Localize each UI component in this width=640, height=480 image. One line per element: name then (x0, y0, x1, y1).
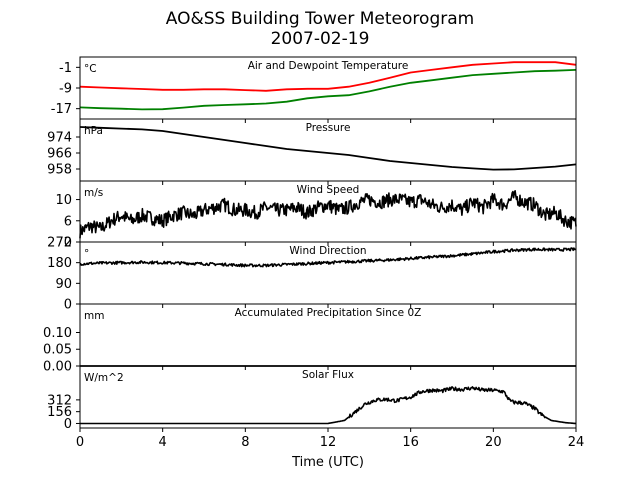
y-tick-label: 958 (47, 163, 72, 178)
x-tick-label: 24 (568, 435, 585, 450)
panel-unit: ° (84, 248, 89, 260)
series-line-3-1 (79, 190, 577, 239)
panel-title: Wind Direction (289, 245, 366, 257)
y-tick-label: 10 (55, 193, 72, 208)
panel-unit: mm (84, 310, 104, 322)
x-tick-label: 20 (485, 435, 502, 450)
panel-1: -1 -9 -17 Air and Dewpoint Temperature °C (51, 56, 577, 123)
y-tick-label: 312 (47, 393, 72, 408)
panel-title: Accumulated Precipitation Since 0Z (235, 307, 422, 319)
panels: -1 -9 -17 Air and Dewpoint Temperature °C 974… (43, 56, 585, 450)
x-tick-label: 12 (320, 435, 337, 450)
panel-title: Air and Dewpoint Temperature (248, 60, 409, 72)
x-tick-label: 0 (76, 435, 84, 450)
panel-5: 0.10 0.05 0.00 Accumulated Precipitation Si… (43, 303, 577, 375)
panel-title: Pressure (306, 122, 351, 134)
panel-unit: W/m^2 (84, 372, 124, 384)
x-tick-label: 4 (159, 435, 167, 450)
panel-title: Solar Flux (302, 369, 354, 381)
panel-3: 10 6 2 Wind Speed m/s (55, 180, 577, 251)
y-tick-label: 0.00 (43, 360, 72, 375)
series-line-1-1 (79, 61, 577, 92)
x-tick-label: 8 (241, 435, 249, 450)
series-line-1-2 (79, 69, 577, 111)
y-tick-label: -1 (59, 61, 72, 76)
series-line-6-1 (79, 386, 577, 425)
series-line-4-1 (79, 247, 577, 268)
figure-subtitle: 2007-02-19 (271, 29, 370, 49)
x-axis-label: Time (UTC) (291, 455, 364, 470)
y-tick-label: 180 (47, 256, 72, 271)
y-tick-label: 6 (64, 214, 72, 229)
y-tick-label: 0.05 (43, 343, 72, 358)
y-tick-label: 156 (47, 405, 72, 420)
y-tick-label: 0 (64, 298, 72, 313)
y-tick-label: -17 (51, 102, 72, 117)
y-tick-label: 270 (47, 236, 72, 251)
y-tick-label: 0 (64, 417, 72, 432)
panel-4: 270 180 90 0 Wind Direction ° (47, 236, 577, 313)
panel-unit: °C (84, 63, 97, 75)
x-tick-label: 16 (402, 435, 419, 450)
series-line-2-1 (79, 126, 577, 171)
figure-title: AO&SS Building Tower Meteorogram (166, 9, 474, 29)
panel-title: Wind Speed (297, 184, 360, 196)
panel-unit: m/s (84, 187, 103, 199)
y-tick-label: 0.10 (43, 326, 72, 341)
y-tick-label: -9 (59, 82, 72, 97)
y-tick-label: 974 (47, 131, 72, 146)
y-tick-label: 90 (55, 277, 72, 292)
panel-unit: hPa (84, 125, 103, 137)
y-tick-label: 2 (64, 236, 72, 251)
y-tick-label: 966 (47, 147, 72, 162)
